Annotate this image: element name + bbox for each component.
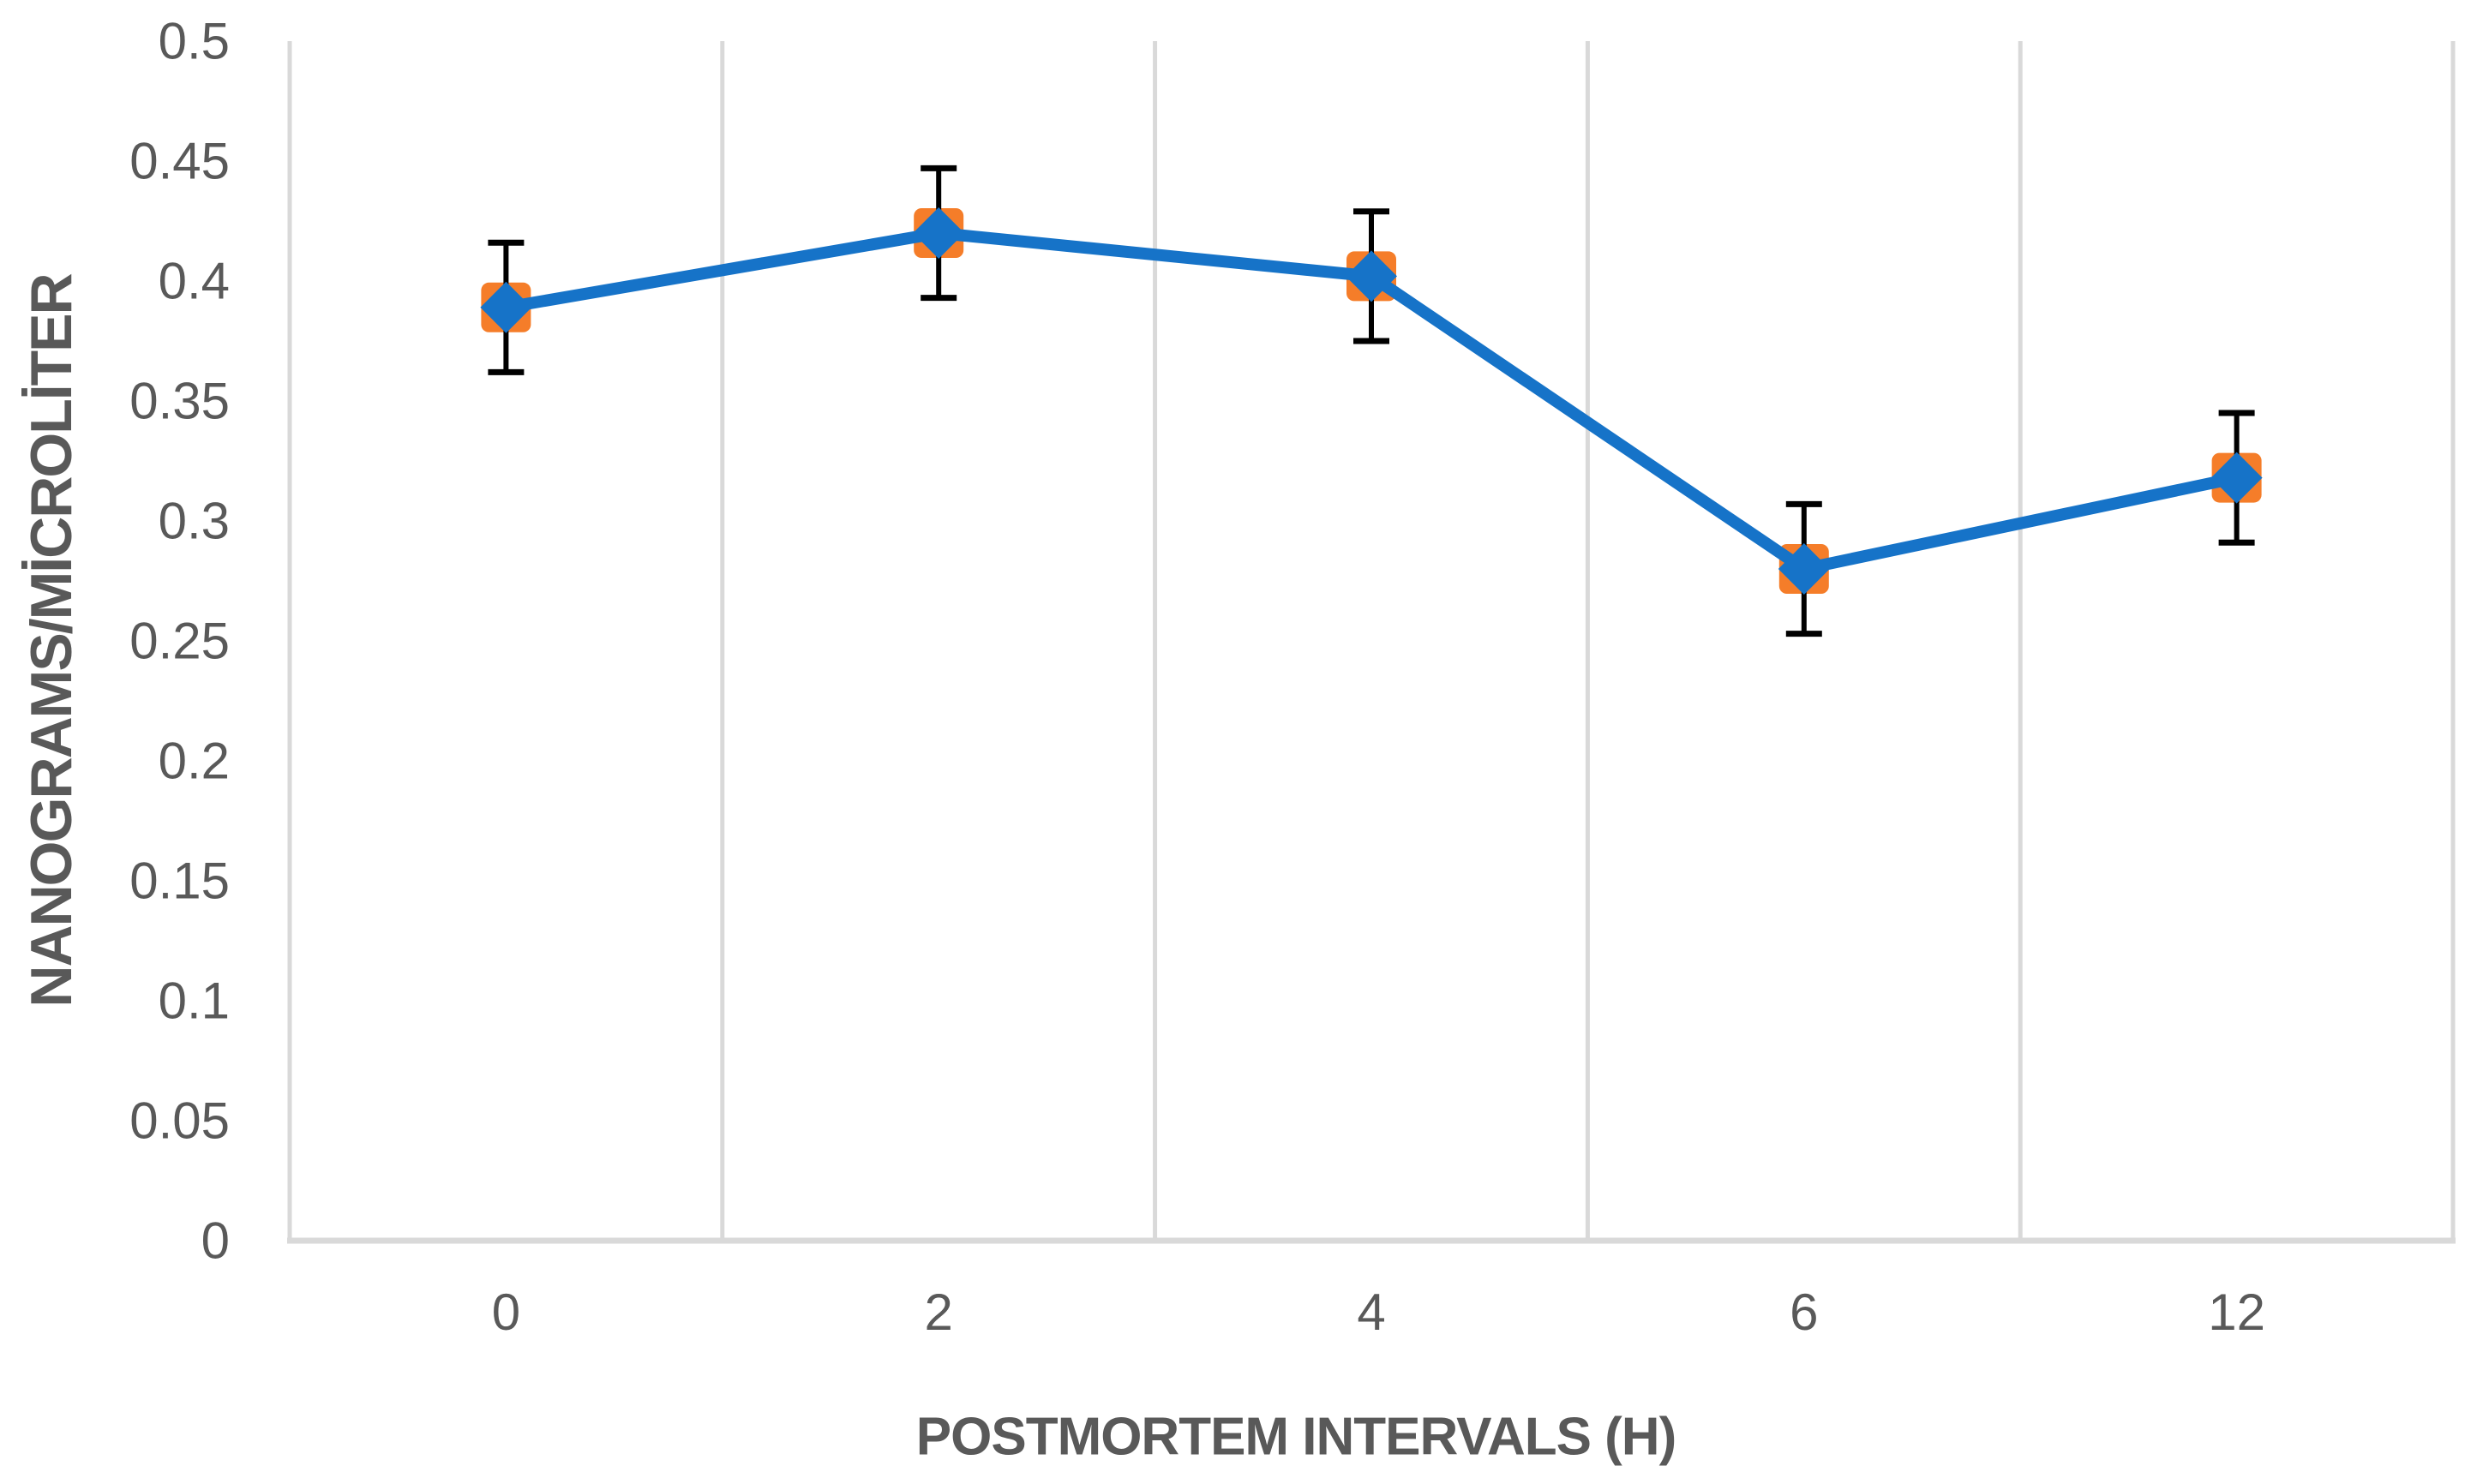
y-tick-label: 0.25 bbox=[129, 613, 230, 670]
x-tick-label: 4 bbox=[1357, 1284, 1385, 1341]
y-tick-label: 0.1 bbox=[159, 972, 230, 1030]
x-tick-label: 6 bbox=[1790, 1284, 1818, 1341]
y-tick-label: 0.15 bbox=[129, 853, 230, 910]
y-tick-label: 0.2 bbox=[159, 733, 230, 790]
marker-diamond bbox=[1346, 250, 1397, 302]
y-tick-label: 0.4 bbox=[159, 253, 230, 310]
marker-diamond bbox=[913, 207, 965, 259]
y-tick-label: 0.5 bbox=[159, 13, 230, 70]
y-tick-label: 0 bbox=[201, 1212, 230, 1270]
x-tick-label: 12 bbox=[2208, 1284, 2265, 1341]
x-tick-label: 0 bbox=[492, 1284, 520, 1341]
y-tick-label: 0.35 bbox=[129, 373, 230, 430]
x-axis-tick-labels: 0 2 4 6 12 bbox=[492, 1284, 2265, 1341]
marker-diamond bbox=[480, 281, 532, 333]
y-tick-label: 0.05 bbox=[129, 1092, 230, 1150]
y-axis-title: NANOGRAMS/MİCROLİTER bbox=[19, 274, 84, 1008]
x-axis-title: POSTMORTEM INTERVALS (H) bbox=[915, 1407, 1676, 1467]
error-bars bbox=[488, 165, 2255, 637]
marker-diamond bbox=[2210, 452, 2263, 504]
y-tick-label: 0.45 bbox=[129, 133, 230, 190]
series-diamond-markers bbox=[480, 207, 2263, 595]
y-axis-tick-labels: 0 0.05 0.1 0.15 0.2 0.25 0.3 0.35 0.4 0.45 0.5 bbox=[129, 13, 230, 1270]
gridlines bbox=[287, 41, 2456, 1241]
marker-diamond bbox=[1778, 543, 1830, 595]
y-tick-label: 0.3 bbox=[159, 493, 230, 550]
x-tick-label: 2 bbox=[925, 1284, 953, 1341]
